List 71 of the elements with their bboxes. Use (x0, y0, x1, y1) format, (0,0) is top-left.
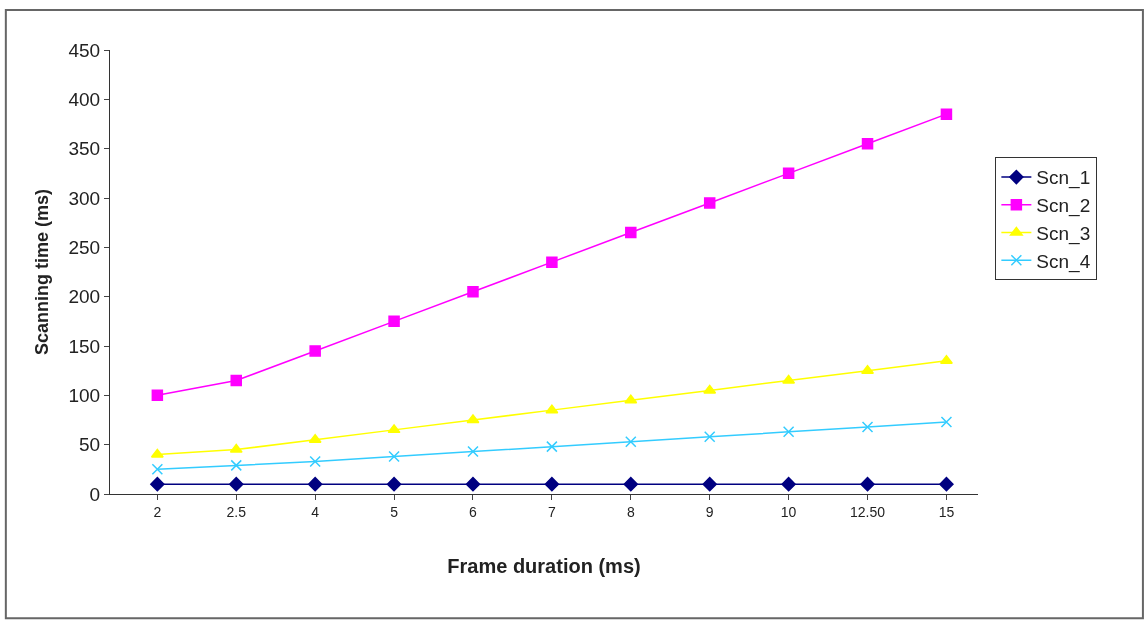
x-tick-label: 7 (547, 503, 556, 520)
y-tick-label: 0 (89, 483, 101, 505)
point (703, 431, 716, 443)
point (702, 476, 717, 492)
point (703, 384, 717, 394)
point (861, 364, 875, 374)
x-tick-label: 8 (626, 503, 635, 520)
point (546, 256, 558, 268)
point (861, 137, 874, 150)
point (545, 404, 559, 414)
legend-label: Scn_2 (1036, 195, 1091, 218)
point (150, 448, 164, 458)
point (230, 459, 242, 472)
point (151, 389, 164, 402)
point (625, 226, 637, 239)
point (544, 476, 560, 492)
x-tick-label: 10 (780, 503, 797, 520)
point (230, 374, 242, 387)
legend-label: Scn_3 (1036, 222, 1091, 245)
y-tick-label: 100 (68, 384, 101, 406)
y-tick-label: 300 (68, 187, 101, 209)
point (939, 355, 953, 365)
x-tick-label: 9 (705, 503, 714, 520)
y-tick-label: 50 (79, 434, 101, 456)
legend-label: Scn_4 (1036, 250, 1091, 273)
point (624, 394, 638, 404)
y-tick-label: 350 (68, 138, 101, 160)
point (940, 416, 953, 428)
point (387, 424, 401, 434)
point (860, 476, 875, 492)
point (150, 476, 165, 492)
point (782, 167, 795, 180)
x-tick-label: 4 (311, 503, 320, 520)
point (940, 108, 953, 120)
point (782, 426, 795, 438)
point (309, 345, 321, 357)
y-tick-label: 400 (68, 88, 101, 110)
x-tick-label: 15 (938, 503, 955, 520)
point (307, 476, 323, 492)
point (388, 450, 400, 463)
point (229, 443, 243, 453)
x-tick-label: 6 (469, 503, 478, 520)
point (703, 197, 716, 209)
point (546, 440, 558, 453)
point (467, 445, 479, 458)
y-tick-label: 150 (68, 335, 101, 357)
point (388, 315, 400, 328)
point (861, 421, 874, 433)
point (386, 476, 402, 492)
x-tick-label: 2 (153, 503, 162, 520)
y-tick-label: 250 (68, 236, 101, 258)
point (466, 414, 480, 424)
x-tick-label: 5 (390, 503, 399, 520)
y-tick-label: 450 (68, 39, 101, 61)
point (781, 476, 796, 492)
legend-label: Scn_1 (1036, 167, 1091, 190)
x-axis-title: Frame duration (ms) (447, 555, 641, 578)
point (308, 433, 322, 443)
x-tick-label: 12.50 (850, 503, 886, 520)
x-tick-label: 2.5 (226, 503, 247, 520)
point (229, 476, 244, 492)
y-axis-title: Scanning time (ms) (31, 188, 52, 356)
point (309, 455, 321, 468)
point (939, 476, 954, 492)
point (623, 476, 639, 492)
point (782, 374, 796, 384)
point (625, 435, 637, 448)
point (465, 476, 481, 492)
point (467, 285, 479, 298)
point (151, 463, 164, 476)
y-tick-label: 200 (68, 286, 101, 308)
